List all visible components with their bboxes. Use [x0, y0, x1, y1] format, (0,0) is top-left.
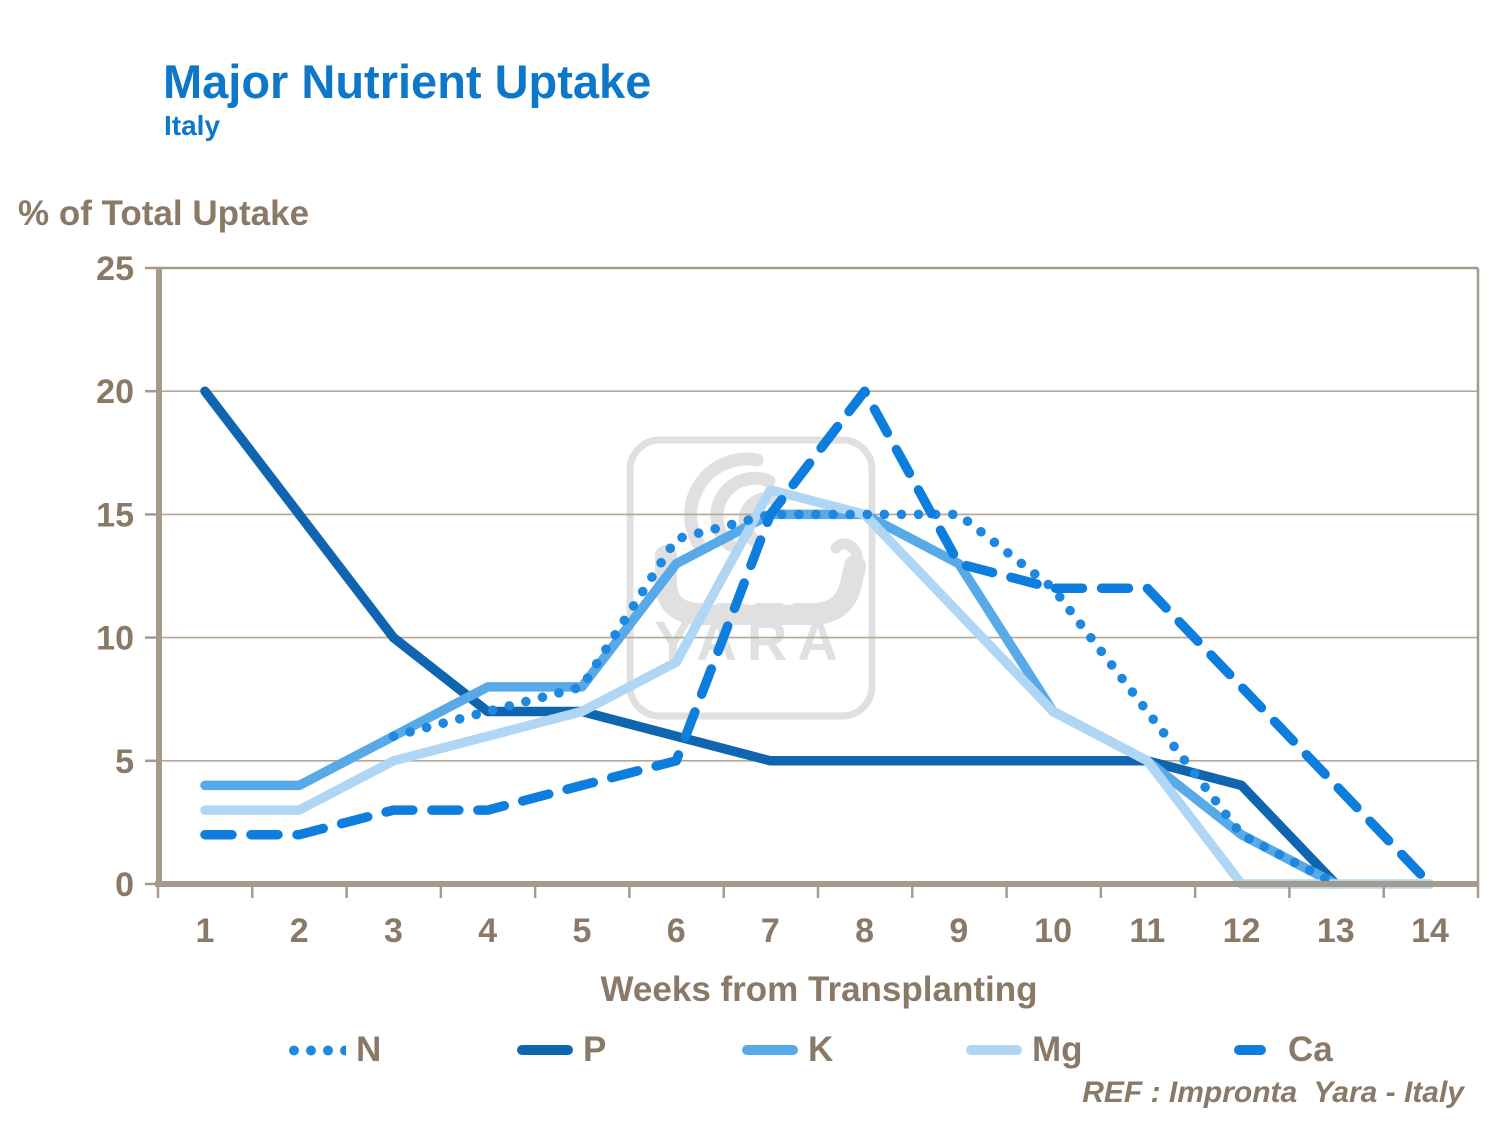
- y-axis-title: % of Total Uptake: [18, 194, 310, 233]
- series-line-K: [200, 509, 1341, 889]
- axes-frame: [145, 266, 1480, 898]
- y-tick-label-25: 25: [96, 250, 134, 288]
- page-subtitle: Italy: [164, 110, 221, 141]
- x-tick-label-3: 3: [384, 912, 403, 950]
- ca-dashed-line-swatch: [1234, 1045, 1266, 1055]
- x-tick-label-9: 9: [949, 912, 968, 950]
- x-tick-label-5: 5: [572, 912, 591, 950]
- x-tick-label-4: 4: [478, 912, 497, 950]
- n-dotted-line-swatch: [286, 1044, 346, 1056]
- y-tick-label-0: 0: [115, 866, 134, 904]
- legend-label-p: P: [583, 1030, 607, 1069]
- x-tick-label-12: 12: [1223, 912, 1261, 950]
- series-line-N: [388, 509, 1341, 889]
- x-tick-label-1: 1: [196, 912, 215, 950]
- series-line-Mg: [200, 485, 1435, 889]
- x-tick-label-11: 11: [1129, 912, 1165, 950]
- y-tick-label-20: 20: [96, 373, 134, 411]
- p-solid-line-swatch: [517, 1045, 573, 1055]
- x-tick-label-14: 14: [1411, 912, 1449, 950]
- legend-item-ca: Ca: [1222, 1024, 1333, 1076]
- y-tick-label-5: 5: [115, 743, 134, 781]
- y-tick-label-10: 10: [96, 620, 134, 658]
- legend-label-mg: Mg: [1032, 1030, 1083, 1069]
- legend-item-k: K: [742, 1024, 833, 1076]
- legend-label-n: N: [356, 1030, 382, 1069]
- chart-legend: N P K Mg Ca: [0, 1024, 1500, 1076]
- x-tick-label-8: 8: [855, 912, 874, 950]
- series-line-Ca: [200, 386, 1435, 889]
- x-axis-title: Weeks from Transplanting: [600, 970, 1038, 1009]
- mg-solid-line-swatch: [966, 1045, 1022, 1055]
- x-tick-label-2: 2: [290, 912, 309, 950]
- legend-label-k: K: [808, 1030, 834, 1069]
- x-tick-label-10: 10: [1034, 912, 1072, 950]
- yara-watermark-logo: YARA: [626, 436, 876, 720]
- x-tick-label-13: 13: [1317, 912, 1355, 950]
- x-tick-label-6: 6: [667, 912, 686, 950]
- legend-item-mg: Mg: [966, 1024, 1083, 1076]
- x-tick-label-7: 7: [761, 912, 780, 950]
- y-tick-label-15: 15: [96, 496, 134, 534]
- k-solid-line-swatch: [742, 1045, 798, 1055]
- reference-note: REF : Impronta Yara - Italy: [1082, 1076, 1464, 1109]
- legend-item-n: N: [286, 1024, 381, 1076]
- page-title: Major Nutrient Uptake: [163, 55, 652, 108]
- series-lines: [200, 386, 1435, 889]
- legend-item-p: P: [517, 1024, 606, 1076]
- legend-label-ca: Ca: [1288, 1030, 1333, 1069]
